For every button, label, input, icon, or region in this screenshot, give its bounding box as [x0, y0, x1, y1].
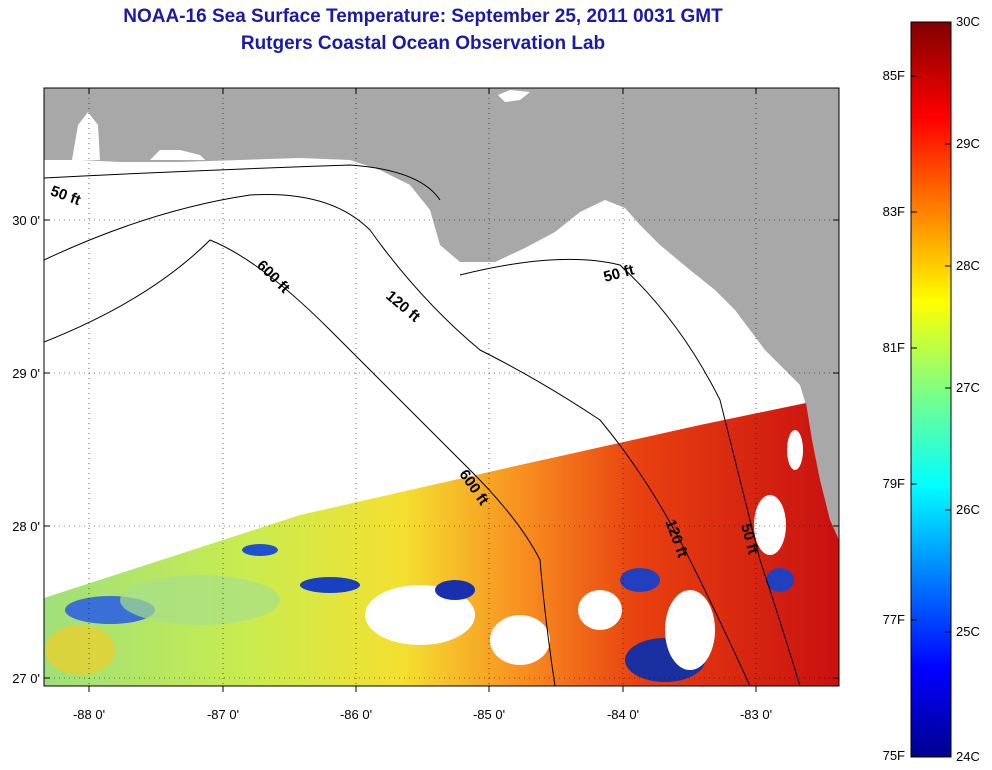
- contour-120ft: [44, 193, 751, 686]
- lat-label: 27 0': [12, 671, 40, 686]
- colorbar-c-label: 30C: [956, 14, 980, 29]
- colorbar-c-label: 26C: [956, 502, 980, 517]
- lon-label: -86 0': [340, 707, 372, 722]
- lat-label: 29 0': [12, 366, 40, 381]
- colorbar-celsius-labels: 30C 29C 28C 27C 26C 25C 24C: [945, 14, 980, 764]
- longitude-axis: -88 0' -87 0' -86 0' -85 0' -84 0' -83 0': [73, 88, 772, 722]
- lake-inland: [498, 90, 530, 102]
- colorbar-c-label: 25C: [956, 624, 980, 639]
- colorbar-f-label: 83F: [883, 204, 905, 219]
- contour-600ft: [44, 239, 556, 686]
- bay-mobile: [72, 112, 100, 160]
- lon-label: -87 0': [207, 707, 239, 722]
- colorbar-c-label: 24C: [956, 749, 980, 764]
- colorbar-fahrenheit-labels: 85F 83F 81F 79F 77F 75F: [883, 68, 917, 763]
- latitude-axis: 30 0' 29 0' 28 0' 27 0': [12, 213, 839, 686]
- bay-apalachicola: [420, 235, 440, 258]
- colorbar-c-label: 28C: [956, 258, 980, 273]
- map-subtitle: Rutgers Coastal Ocean Observation Lab: [240, 33, 606, 54]
- bay-pensacola: [150, 150, 205, 160]
- colorbar-c-label: 27C: [956, 380, 980, 395]
- lon-label: -88 0': [73, 707, 105, 722]
- colorbar-f-label: 85F: [883, 68, 905, 83]
- colorbar: [910, 21, 952, 758]
- lon-label: -85 0': [473, 707, 505, 722]
- colorbar-f-label: 79F: [883, 476, 905, 491]
- colorbar-f-label: 81F: [883, 340, 905, 355]
- colorbar-c-label: 29C: [956, 136, 980, 151]
- map-title: NOAA-16 Sea Surface Temperature: Septemb…: [123, 6, 723, 27]
- colorbar-f-label: 75F: [883, 748, 905, 763]
- contour-50ft-west: [44, 164, 441, 201]
- colorbar-f-label: 77F: [883, 612, 905, 627]
- lat-label: 30 0': [12, 213, 40, 228]
- lon-label: -83 0': [740, 707, 772, 722]
- sst-patches: [45, 430, 803, 682]
- lat-label: 28 0': [12, 519, 40, 534]
- lon-label: -84 0': [607, 707, 639, 722]
- contour-50ft-east: [459, 258, 801, 686]
- land-area: [44, 88, 839, 560]
